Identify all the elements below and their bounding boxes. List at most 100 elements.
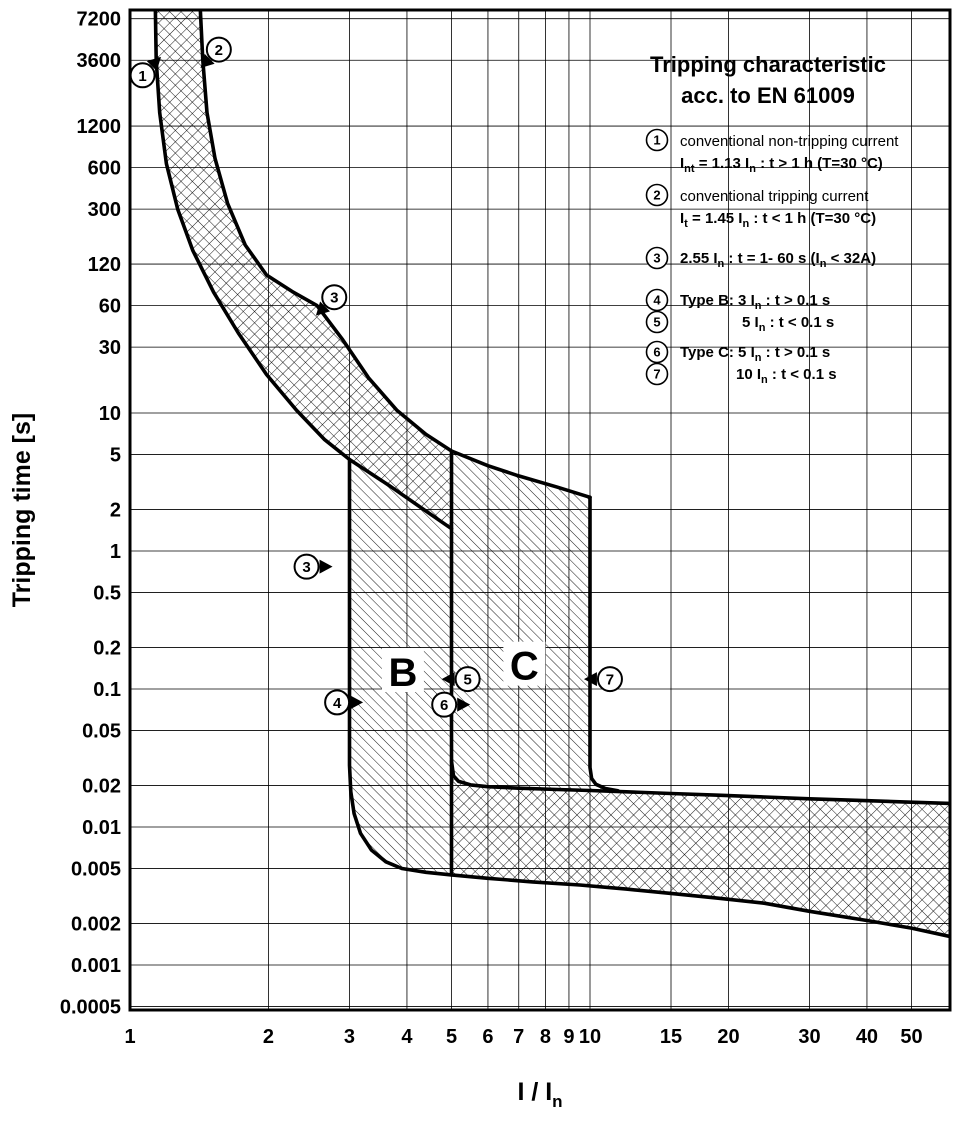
marker-circle: [324, 689, 351, 716]
legend-item-formula: Type C: 5 In​ : t > 0.1 s: [680, 344, 830, 364]
text-seg: Type B: 3 I: [680, 292, 755, 309]
plot-frame: [128, 8, 952, 1012]
legend-item-5: 5 5 In​ : t < 0.1 s: [645, 310, 834, 334]
legend-item-number: 1: [653, 133, 660, 148]
legend-item-number: 3: [653, 251, 660, 266]
legend-item-number-circle: [645, 288, 669, 312]
x-tick-label: 4: [401, 1026, 413, 1048]
curve-marker-4: 4: [324, 689, 364, 716]
legend-item-desc: conventional non-tripping current: [680, 133, 899, 150]
marker-pointer-triangle: [319, 559, 333, 574]
legend-item-number-circle: [645, 246, 669, 270]
type-c-region: [451, 451, 606, 791]
text-sub: n: [755, 300, 762, 312]
y-tick-label: 60: [99, 296, 121, 318]
text-seg: = 1.45 I: [688, 210, 743, 227]
x-tick-label: 7: [513, 1026, 524, 1048]
x-axis-title-sub: n: [552, 1092, 562, 1111]
text-seg: 2.55 I: [680, 250, 718, 267]
legend-item-4: 4 Type B: 3 In​ : t > 0.1 s: [645, 288, 830, 312]
y-tick-label: 0.01: [82, 817, 121, 839]
text-seg: : t > 1 h (T=30 °C): [756, 155, 883, 172]
marker-number: 3: [330, 290, 338, 307]
x-tick-label: 10: [579, 1026, 601, 1048]
x-axis-title: I / In: [517, 1078, 562, 1111]
y-tick-label: 30: [99, 337, 121, 359]
text-sub: n: [749, 163, 756, 175]
chart-title-line2: acc. to EN 61009: [681, 83, 855, 108]
y-tick-label: 0.005: [71, 859, 121, 881]
y-tick-label: 10: [99, 403, 121, 425]
region-label-text: B: [388, 651, 417, 695]
y-tick-label: 120: [88, 254, 121, 276]
text-sub: t: [684, 218, 688, 230]
curve-marker-6: 6: [431, 691, 471, 718]
curve-marker-7: 7: [583, 666, 623, 693]
text-sub: n: [820, 258, 827, 270]
marker-circle: [205, 36, 232, 63]
curve-marker-2: 2: [200, 36, 232, 68]
y-tick-label: 0.05: [82, 721, 121, 743]
x-tick-label: 6: [482, 1026, 493, 1048]
type-b-upper-instant-boundary-5in: [449, 449, 950, 806]
x-tick-labels: 1 2 3 4 5 6 7 8 9 10 15 20 30 40 50: [124, 1026, 922, 1048]
x-tick-label: 5: [446, 1026, 457, 1048]
legend-item-number: 5: [653, 315, 660, 330]
curve2-tripping-boundary: [198, 10, 592, 500]
marker-number: 7: [606, 672, 614, 689]
legend-item-2: 2 conventional tripping current It​ = 1.45…: [645, 183, 876, 230]
marker-pointer-triangle: [583, 672, 597, 687]
text-seg: I: [680, 210, 684, 227]
y-tick-label: 1200: [77, 116, 122, 138]
y-tick-label: 0.5: [93, 583, 121, 605]
text-seg: : t < 1 h (T=30 °C): [749, 210, 876, 227]
marker-circle: [454, 666, 481, 693]
x-tick-label: 30: [798, 1026, 820, 1048]
marker-pointer-triangle: [200, 53, 215, 68]
marker-number: 2: [215, 42, 223, 59]
region-label-backplate: [503, 641, 546, 686]
legend-item-formula: 5 In​ : t < 0.1 s: [742, 314, 834, 334]
text-seg: 10 I: [736, 366, 761, 383]
marker-circle: [321, 284, 348, 311]
region-label-c: C: [503, 641, 546, 689]
text-sub: n: [761, 374, 768, 386]
y-tick-label: 0.0005: [60, 997, 121, 1019]
legend-item-desc: conventional tripping current: [680, 188, 869, 205]
text-seg: : t > 0.1 s: [761, 292, 830, 309]
thermal-tolerance-band: [155, 10, 452, 529]
y-tick-label: 0.1: [93, 679, 121, 701]
x-tick-label: 40: [856, 1026, 878, 1048]
legend-item-number-circle: [645, 340, 669, 364]
marker-number: 6: [440, 697, 448, 714]
text-sub: nt: [684, 163, 695, 175]
legend: 1 conventional non-tripping current Int​ =…: [645, 128, 899, 386]
marker-pointer-triangle: [441, 672, 455, 687]
curve1-non-tripping-boundary: [153, 10, 454, 531]
curve-marker-5: 5: [441, 666, 481, 693]
marker-pointer-triangle: [457, 697, 471, 712]
y-tick-label: 300: [88, 199, 121, 221]
text-seg: = 1.13 I: [695, 155, 750, 172]
text-sub: n: [718, 258, 725, 270]
legend-item-number: 6: [653, 345, 660, 360]
x-axis-title-main: I / I: [517, 1078, 552, 1106]
text-seg: : t = 1- 60 s (I: [724, 250, 819, 267]
instantaneous-tolerance-band: [451, 761, 950, 937]
text-sub: n: [755, 352, 762, 364]
legend-item-number: 4: [653, 293, 661, 308]
text-seg: < 32A): [826, 250, 876, 267]
legend-item-number-circle: [645, 183, 669, 207]
type-b-lower-instant-boundary-3in: [347, 457, 950, 939]
text-sub: n: [742, 218, 749, 230]
legend-item-formula: Int​ = 1.13 In​ : t > 1 h (T=30 °C): [680, 155, 883, 175]
legend-item-formula: It​ = 1.45 In​ : t < 1 h (T=30 °C): [680, 210, 876, 230]
y-tick-label: 3600: [77, 50, 122, 72]
marker-circle: [293, 553, 320, 580]
x-tick-label: 15: [660, 1026, 682, 1048]
text-sub: n: [759, 322, 766, 334]
region-label-backplate: [381, 648, 424, 693]
legend-item-formula: 10 In​ : t < 0.1 s: [736, 366, 837, 386]
